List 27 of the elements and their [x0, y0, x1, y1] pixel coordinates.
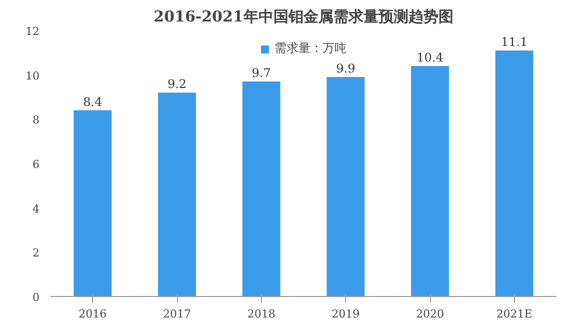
data-label: 9.7: [252, 66, 271, 80]
x-tick-label: 2020: [416, 308, 444, 320]
y-tick-label: 12: [26, 25, 40, 38]
x-tick-label: 2019: [332, 308, 360, 320]
x-tick-label: 2018: [247, 308, 276, 320]
y-tick-label: 8: [32, 114, 40, 127]
bar: [242, 81, 280, 296]
data-label: 9.9: [336, 62, 356, 76]
x-tick-label: 2016: [78, 308, 107, 320]
legend-label: 需求量：万吨: [274, 40, 346, 57]
data-label: 9.2: [167, 77, 187, 92]
y-tick-label: 10: [26, 69, 40, 82]
x-tick-label: 2017: [163, 308, 192, 320]
y-tick-label: 2: [32, 246, 40, 260]
bar: [158, 92, 196, 296]
y-tick-label: 6: [32, 158, 40, 171]
data-label: 10.4: [416, 50, 444, 65]
y-tick-label: 0: [32, 291, 40, 304]
y-tick-label: 4: [32, 202, 40, 216]
bar: [411, 66, 449, 296]
chart-title: 2016-2021年中国钼金属需求量预测趋势图: [154, 8, 454, 26]
bar: [495, 50, 534, 296]
bar: [326, 77, 365, 296]
bar: [74, 110, 112, 296]
x-tick-label: 2021E: [496, 308, 532, 320]
data-label: 8.4: [83, 94, 103, 109]
data-label: 11.1: [500, 35, 528, 50]
